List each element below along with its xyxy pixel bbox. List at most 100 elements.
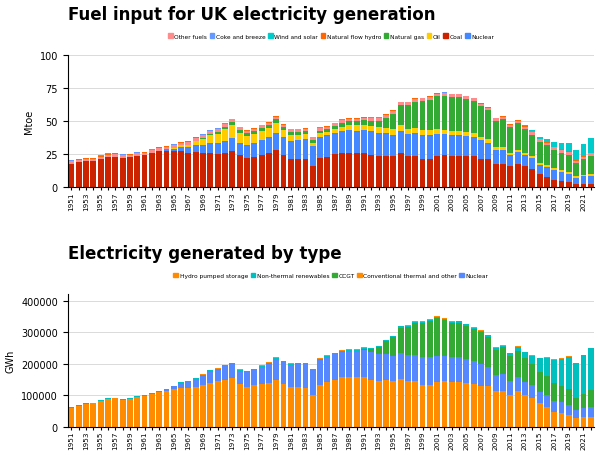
Bar bbox=[91, 403, 96, 427]
Bar bbox=[442, 156, 448, 187]
Bar bbox=[529, 158, 535, 170]
Bar bbox=[171, 387, 177, 389]
Bar bbox=[412, 355, 418, 382]
Bar bbox=[529, 136, 535, 157]
Bar bbox=[178, 142, 184, 143]
Bar bbox=[237, 371, 242, 384]
Bar bbox=[551, 148, 557, 151]
Bar bbox=[244, 372, 250, 373]
Bar bbox=[119, 155, 125, 156]
Bar bbox=[391, 337, 396, 338]
Bar bbox=[119, 158, 125, 187]
Bar bbox=[383, 381, 389, 427]
Bar bbox=[259, 365, 265, 366]
Bar bbox=[434, 130, 440, 135]
Bar bbox=[332, 379, 338, 427]
Bar bbox=[273, 379, 279, 427]
Bar bbox=[456, 382, 462, 427]
Bar bbox=[449, 95, 455, 98]
Bar bbox=[229, 379, 235, 427]
Bar bbox=[456, 322, 462, 323]
Bar bbox=[463, 324, 469, 325]
Bar bbox=[346, 378, 352, 427]
Bar bbox=[368, 352, 374, 379]
Bar bbox=[237, 127, 242, 128]
Bar bbox=[456, 157, 462, 187]
Bar bbox=[383, 340, 389, 341]
Bar bbox=[573, 177, 579, 178]
Bar bbox=[427, 358, 433, 385]
Bar bbox=[156, 147, 162, 148]
Bar bbox=[251, 369, 257, 370]
Bar bbox=[185, 142, 191, 143]
Bar bbox=[478, 141, 484, 159]
Bar bbox=[266, 124, 272, 126]
Bar bbox=[485, 367, 491, 386]
Bar bbox=[339, 131, 345, 153]
Bar bbox=[178, 146, 184, 147]
Bar bbox=[325, 356, 331, 357]
Bar bbox=[361, 131, 367, 154]
Bar bbox=[405, 382, 411, 427]
Bar bbox=[193, 378, 199, 379]
Bar bbox=[361, 349, 367, 350]
Bar bbox=[551, 384, 557, 401]
Bar bbox=[295, 133, 301, 136]
Bar bbox=[164, 150, 169, 151]
Bar bbox=[354, 154, 359, 187]
Bar bbox=[485, 335, 491, 336]
Bar bbox=[346, 122, 352, 126]
Bar bbox=[325, 355, 331, 356]
Bar bbox=[302, 159, 308, 187]
Bar bbox=[295, 136, 301, 141]
Bar bbox=[251, 370, 257, 385]
Bar bbox=[493, 151, 499, 164]
Bar bbox=[383, 134, 389, 157]
Bar bbox=[98, 157, 104, 160]
Bar bbox=[288, 142, 294, 160]
Bar bbox=[185, 153, 191, 187]
Bar bbox=[112, 153, 118, 154]
Bar bbox=[391, 338, 396, 356]
Bar bbox=[361, 126, 367, 131]
Bar bbox=[559, 172, 565, 182]
Bar bbox=[229, 126, 235, 139]
Bar bbox=[134, 157, 140, 187]
Bar bbox=[536, 359, 542, 372]
Bar bbox=[98, 160, 104, 187]
Bar bbox=[354, 378, 359, 427]
Bar bbox=[405, 135, 411, 157]
Bar bbox=[215, 368, 221, 369]
Bar bbox=[361, 378, 367, 427]
Bar bbox=[368, 349, 374, 352]
Bar bbox=[544, 357, 550, 358]
Bar bbox=[376, 348, 382, 354]
Bar bbox=[566, 405, 572, 415]
Bar bbox=[551, 412, 557, 427]
Bar bbox=[536, 164, 542, 166]
Bar bbox=[208, 370, 213, 371]
Bar bbox=[222, 142, 228, 153]
Bar bbox=[508, 167, 513, 187]
Bar bbox=[354, 120, 359, 122]
Bar bbox=[581, 408, 586, 417]
Bar bbox=[229, 139, 235, 151]
Bar bbox=[98, 400, 104, 401]
Bar bbox=[529, 385, 535, 399]
Bar bbox=[412, 134, 418, 157]
Bar bbox=[419, 321, 425, 322]
Bar bbox=[222, 365, 228, 366]
Bar bbox=[442, 131, 448, 135]
Bar bbox=[178, 383, 184, 388]
Bar bbox=[266, 363, 272, 364]
Bar bbox=[405, 326, 411, 327]
Bar bbox=[471, 133, 476, 137]
Bar bbox=[112, 398, 118, 399]
Bar bbox=[566, 415, 572, 427]
Bar bbox=[215, 135, 221, 144]
Bar bbox=[500, 346, 506, 348]
Bar bbox=[178, 151, 184, 187]
Bar bbox=[588, 139, 594, 153]
Bar bbox=[354, 119, 359, 120]
Bar bbox=[302, 364, 308, 388]
